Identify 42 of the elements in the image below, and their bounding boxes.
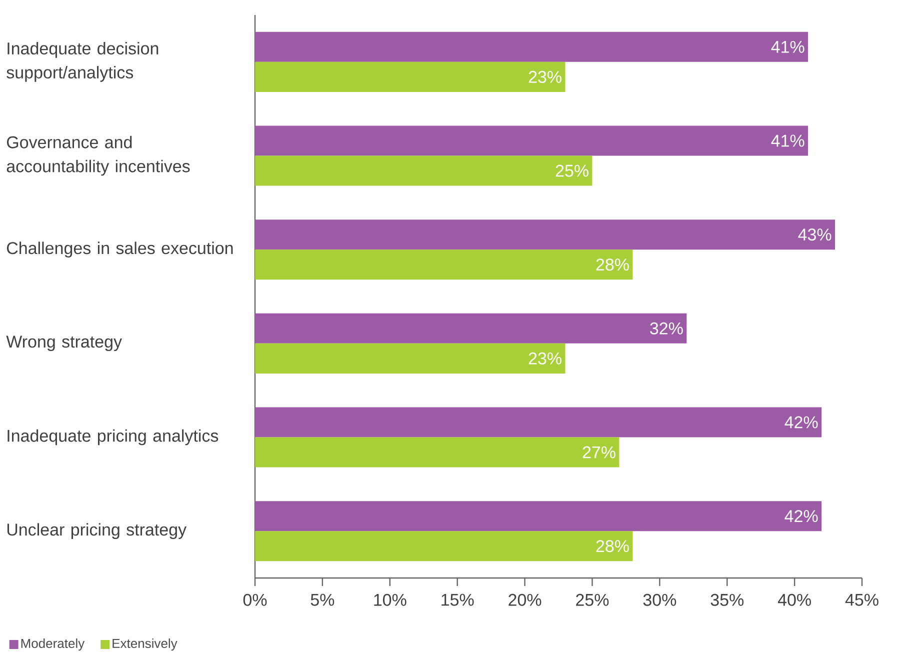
data-label: 42% — [784, 510, 818, 522]
bar — [254, 126, 808, 156]
data-label: 41% — [771, 134, 804, 147]
x-tick-label: 35% — [710, 594, 744, 606]
bar — [254, 156, 592, 186]
y-tick-label: Challenges in sales execution — [6, 242, 233, 258]
bar — [254, 343, 566, 374]
data-label: 28% — [596, 540, 629, 552]
data-label: 42% — [784, 416, 818, 428]
x-tick-label: 0% — [243, 594, 267, 606]
data-label: 27% — [582, 446, 616, 458]
x-tick-label: 25% — [576, 594, 609, 606]
data-label: 25% — [556, 164, 588, 177]
bar — [254, 220, 836, 250]
y-tick-label: Inadequate decision support/analytics — [6, 42, 158, 82]
bar — [254, 32, 808, 62]
x-tick-label: 15% — [442, 594, 474, 606]
bar — [254, 407, 822, 438]
data-label: 43% — [798, 228, 832, 241]
x-tick-label: 40% — [778, 594, 811, 606]
y-tick-label: Unclear pricing strategy — [7, 523, 187, 540]
bar — [254, 437, 620, 468]
x-tick-label: 10% — [374, 594, 406, 606]
y-tick-label: Governance and accountability incentives — [6, 136, 190, 176]
bar — [254, 501, 822, 532]
bar — [254, 531, 633, 562]
legend-label: Extensively — [112, 638, 178, 651]
data-label: 23% — [528, 352, 562, 364]
x-tick-label: 30% — [643, 594, 676, 606]
data-label: 23% — [528, 70, 562, 83]
bar — [254, 250, 633, 280]
data-label: 41% — [771, 40, 804, 53]
data-label: 28% — [596, 258, 629, 271]
bar — [254, 62, 566, 92]
x-tick-label: 20% — [508, 594, 542, 606]
bar — [254, 313, 687, 344]
data-label: 32% — [650, 322, 683, 334]
x-tick-label: 45% — [845, 594, 878, 606]
y-tick-label: Inadequate pricing analytics — [8, 429, 218, 446]
y-tick-label: Wrong strategy — [6, 336, 122, 352]
legend-label: Moderately — [21, 638, 85, 651]
x-tick-label: 5% — [310, 594, 334, 606]
